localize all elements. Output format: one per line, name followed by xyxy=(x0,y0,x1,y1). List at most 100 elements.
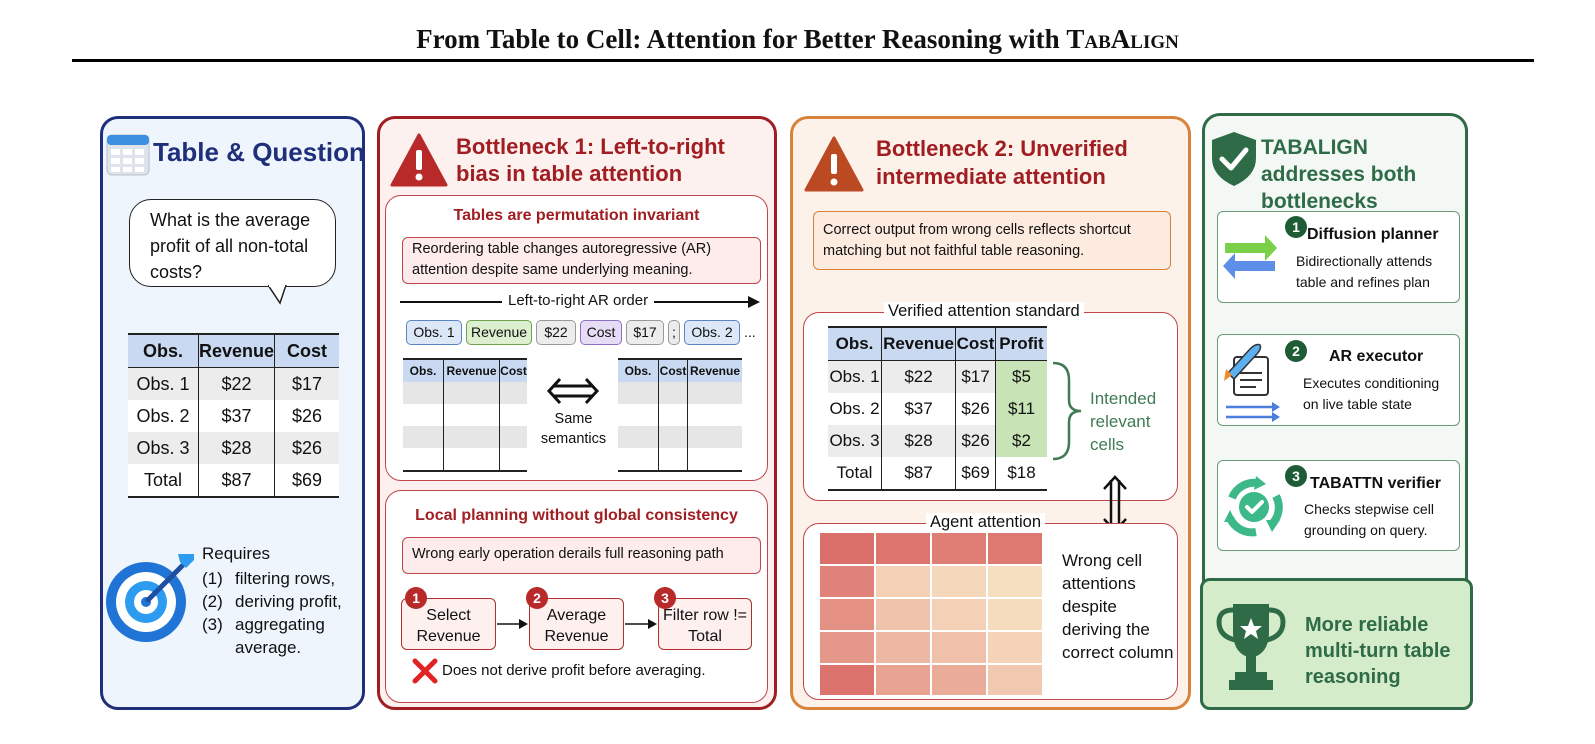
component-number-badge: 2 xyxy=(1285,340,1307,362)
cross-mark-icon xyxy=(412,658,438,684)
ar-order-label: Left-to-right AR order xyxy=(502,292,655,309)
v-table-header: Cost xyxy=(955,327,996,361)
intended-brace xyxy=(1052,361,1082,461)
q-table-cell: Obs. 1 xyxy=(128,367,199,400)
heatmap-cell xyxy=(932,665,986,695)
plan-step: Average Revenue xyxy=(529,598,624,650)
q-table-cell: Obs. 2 xyxy=(128,400,199,432)
v-table-cell: $28 xyxy=(881,425,956,457)
component-number-badge: 3 xyxy=(1285,465,1307,487)
mini-table-right: Obs. Cost Revenue xyxy=(618,358,742,472)
question-table: Obs. Revenue Cost Obs. 1 $22 $17 Obs. 2 $37… xyxy=(128,333,339,498)
v-table-cell: Obs. 1 xyxy=(828,360,882,393)
v-table-cell: $17 xyxy=(955,360,996,393)
result-text: More reliable multi-turn table reasoning xyxy=(1305,614,1451,688)
component-title: TABATTN verifier xyxy=(1310,475,1441,492)
v-table-cell: $26 xyxy=(955,393,996,425)
step-number-badge: 1 xyxy=(405,587,427,609)
step-number-badge: 2 xyxy=(526,587,548,609)
requires-item: (2) deriving profit, xyxy=(202,590,342,613)
figure-title: From Table to Cell: Attention for Better… xyxy=(0,24,1595,55)
q-table-cell: Total xyxy=(128,464,199,497)
target-icon xyxy=(104,550,198,649)
heatmap-cell xyxy=(932,599,986,630)
trophy-icon xyxy=(1216,604,1286,690)
token-chip: Obs. 1 xyxy=(406,320,462,345)
heatmap-cell xyxy=(932,566,986,597)
heatmap-cell xyxy=(988,632,1042,663)
double-arrow-icon xyxy=(546,377,600,405)
requires-item: (1) filtering rows, xyxy=(202,567,342,590)
heatmap-cell xyxy=(932,632,986,663)
mini-header: Obs. xyxy=(618,359,659,382)
v-table-header: Profit xyxy=(995,327,1047,361)
token-chip: Revenue xyxy=(466,320,532,345)
requires-text: deriving profit, xyxy=(235,592,342,611)
bottleneck2-desc-box xyxy=(813,211,1171,270)
title-brand: TabAlign xyxy=(1066,24,1179,54)
heatmap-cell xyxy=(820,599,874,630)
mini-table-left: Obs. Revenue Cost xyxy=(403,358,527,472)
q-table-header: Obs. xyxy=(128,334,199,368)
rocket-icon xyxy=(1224,343,1280,422)
local-planning-desc-box xyxy=(402,537,761,574)
heatmap-cell xyxy=(820,632,874,663)
heatmap-cell xyxy=(820,566,874,597)
plan-step: Filter row != Total xyxy=(658,598,752,650)
component-title: AR executor xyxy=(1329,348,1424,365)
v-table-cell: $37 xyxy=(881,393,956,425)
local-planning-note: Does not derive profit before averaging. xyxy=(442,662,706,679)
same-semantics: Same semantics xyxy=(540,411,607,447)
mini-header: Cost xyxy=(658,359,688,382)
local-planning-desc: Wrong early operation derails full reaso… xyxy=(412,546,724,562)
component-card-diffusion xyxy=(1217,211,1460,303)
requires-num: (2) xyxy=(202,592,223,611)
token-chip: ; xyxy=(668,320,680,345)
heatmap-cell xyxy=(988,533,1042,564)
v-table-cell: $22 xyxy=(881,360,956,393)
v-table-cell-relevant: $11 xyxy=(995,393,1047,425)
token-chip: Cost xyxy=(580,320,622,345)
heatmap-cell xyxy=(876,599,930,630)
heatmap-cell xyxy=(988,665,1042,695)
token-ellipsis: ... xyxy=(744,324,756,340)
bidirectional-arrows-icon xyxy=(1223,235,1277,279)
token-chip: $17 xyxy=(626,320,664,345)
question-bubble xyxy=(129,199,336,287)
component-title: Diffusion planner xyxy=(1307,226,1439,243)
warning-icon xyxy=(390,133,448,192)
q-table-cell: $22 xyxy=(198,367,276,400)
step-arrow xyxy=(497,619,528,629)
plan-step: Select Revenue xyxy=(401,598,496,650)
q-table-header: Cost xyxy=(274,334,339,368)
v-table-header: Obs. xyxy=(828,327,882,361)
permutation-desc-box xyxy=(402,237,761,284)
heatmap-cell xyxy=(932,533,986,564)
component-desc: Executes conditioning on live table stat… xyxy=(1303,375,1440,412)
heatmap-cell xyxy=(988,599,1042,630)
permutation-title: Tables are permutation invariant xyxy=(453,207,700,224)
mini-header: Revenue xyxy=(689,364,741,378)
heatmap-cell xyxy=(876,632,930,663)
attention-heatmap xyxy=(820,533,1042,695)
step-arrow xyxy=(625,619,657,629)
bubble-tail xyxy=(268,285,287,305)
warning-icon xyxy=(804,136,864,197)
local-planning-subpanel xyxy=(385,490,768,703)
heatmap-cell xyxy=(988,566,1042,597)
title-text: From Table to Cell: Attention for Better… xyxy=(416,24,1067,54)
heatmap-cell xyxy=(876,566,930,597)
component-number-badge: 1 xyxy=(1285,216,1307,238)
bottleneck2-desc: Correct output from wrong cells reflects… xyxy=(823,222,1131,259)
agent-note: Wrong cell attentions despite deriving t… xyxy=(1062,551,1174,662)
v-table-cell: Total xyxy=(828,457,882,490)
q-table-cell: $87 xyxy=(198,464,276,497)
v-table-cell-relevant: $5 xyxy=(995,360,1047,393)
panel2-title: Bottleneck 1: Left-to-right bias in tabl… xyxy=(456,134,725,186)
v-table-cell-relevant: $2 xyxy=(995,425,1047,457)
q-table-cell: $69 xyxy=(292,469,323,490)
requires-label: Requires xyxy=(202,544,271,563)
q-table-cell: $26 xyxy=(292,437,323,458)
mini-header: Revenue xyxy=(443,359,500,382)
heatmap-cell xyxy=(820,533,874,564)
